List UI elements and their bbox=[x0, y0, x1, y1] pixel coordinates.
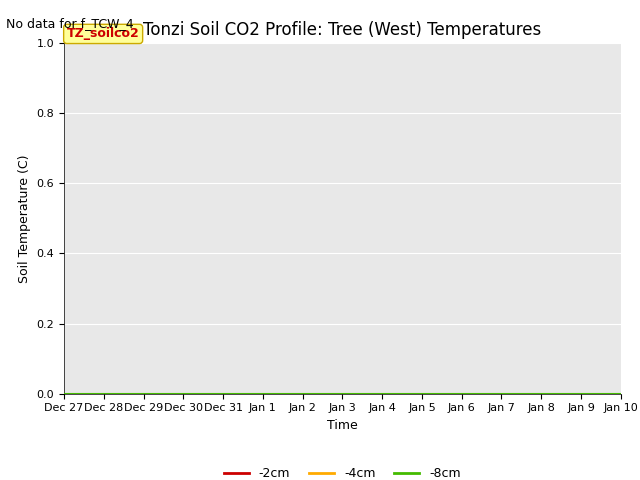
Text: No data for f_TCW_4: No data for f_TCW_4 bbox=[6, 17, 134, 30]
Text: TZ_soilco2: TZ_soilco2 bbox=[67, 27, 140, 40]
Legend: -2cm, -4cm, -8cm: -2cm, -4cm, -8cm bbox=[219, 462, 466, 480]
Title: Tonzi Soil CO2 Profile: Tree (West) Temperatures: Tonzi Soil CO2 Profile: Tree (West) Temp… bbox=[143, 21, 541, 39]
X-axis label: Time: Time bbox=[327, 419, 358, 432]
Y-axis label: Soil Temperature (C): Soil Temperature (C) bbox=[18, 154, 31, 283]
